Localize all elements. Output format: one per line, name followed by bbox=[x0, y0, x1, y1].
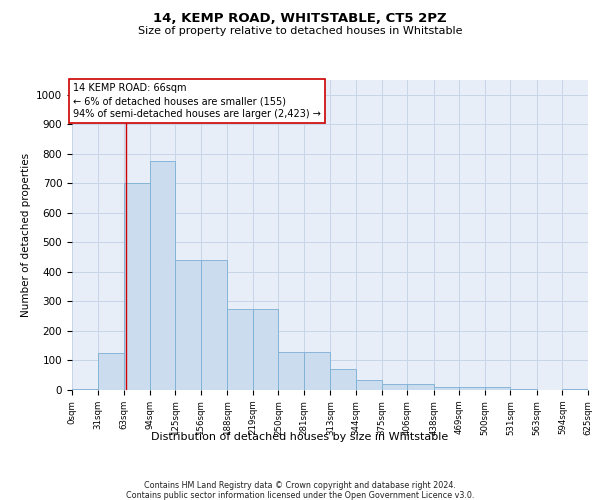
Bar bbox=[253, 309, 278, 390]
Text: Size of property relative to detached houses in Whitstable: Size of property relative to detached ho… bbox=[138, 26, 462, 36]
Bar bbox=[278, 352, 304, 390]
Bar bbox=[356, 380, 382, 390]
Bar bbox=[98, 353, 124, 390]
Bar bbox=[434, 387, 459, 390]
Bar bbox=[331, 370, 356, 390]
Y-axis label: Number of detached properties: Number of detached properties bbox=[20, 153, 31, 317]
Bar bbox=[382, 384, 407, 390]
Bar bbox=[227, 309, 253, 390]
Text: 14 KEMP ROAD: 66sqm
← 6% of detached houses are smaller (155)
94% of semi-detach: 14 KEMP ROAD: 66sqm ← 6% of detached hou… bbox=[73, 83, 321, 120]
Bar bbox=[72, 388, 98, 390]
Text: 14, KEMP ROAD, WHITSTABLE, CT5 2PZ: 14, KEMP ROAD, WHITSTABLE, CT5 2PZ bbox=[153, 12, 447, 26]
Bar bbox=[485, 387, 511, 390]
Bar bbox=[149, 161, 175, 390]
Text: Contains public sector information licensed under the Open Government Licence v3: Contains public sector information licen… bbox=[126, 491, 474, 500]
Text: Contains HM Land Registry data © Crown copyright and database right 2024.: Contains HM Land Registry data © Crown c… bbox=[144, 481, 456, 490]
Bar bbox=[511, 388, 537, 390]
Bar bbox=[304, 352, 331, 390]
Text: Distribution of detached houses by size in Whitstable: Distribution of detached houses by size … bbox=[151, 432, 449, 442]
Bar bbox=[175, 260, 201, 390]
Bar bbox=[201, 260, 227, 390]
Bar bbox=[124, 184, 149, 390]
Bar bbox=[562, 388, 588, 390]
Bar bbox=[459, 387, 485, 390]
Bar bbox=[407, 384, 434, 390]
